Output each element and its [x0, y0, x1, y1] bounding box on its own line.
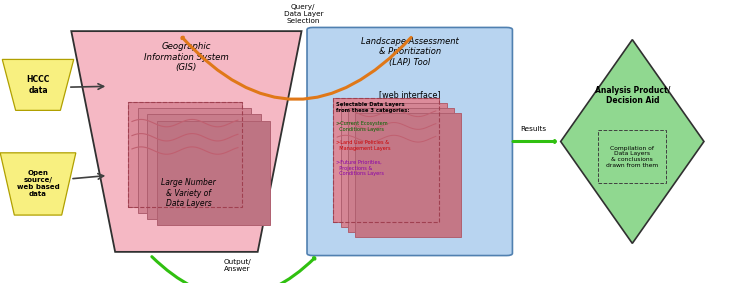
- FancyArrowPatch shape: [182, 37, 411, 99]
- FancyBboxPatch shape: [147, 114, 260, 219]
- FancyArrowPatch shape: [513, 140, 556, 143]
- Polygon shape: [561, 40, 704, 243]
- Text: Analysis Product/
Decision Aid: Analysis Product/ Decision Aid: [594, 86, 670, 105]
- FancyBboxPatch shape: [348, 108, 454, 232]
- Text: >Future Priorities,
  Projections &
  Conditions Layers: >Future Priorities, Projections & Condit…: [336, 160, 385, 177]
- Text: Large Number
& Variety of
Data Layers: Large Number & Variety of Data Layers: [162, 178, 216, 208]
- Text: Geographic
Information System
(GIS): Geographic Information System (GIS): [144, 42, 229, 72]
- Polygon shape: [0, 153, 76, 215]
- Text: >Current Ecosystem
  Conditions Layers: >Current Ecosystem Conditions Layers: [336, 121, 388, 132]
- Polygon shape: [72, 31, 301, 252]
- Polygon shape: [2, 59, 74, 110]
- Text: Selectable Data Layers
from these 3 categories:: Selectable Data Layers from these 3 cate…: [336, 102, 410, 113]
- Text: Results: Results: [520, 126, 547, 132]
- FancyBboxPatch shape: [137, 108, 251, 213]
- FancyBboxPatch shape: [128, 102, 241, 207]
- Text: Query/
Data Layer
Selection: Query/ Data Layer Selection: [284, 4, 323, 24]
- FancyBboxPatch shape: [341, 103, 447, 227]
- Text: Compilation of
Data Layers
& conclusions
drawn from them: Compilation of Data Layers & conclusions…: [606, 145, 659, 168]
- Text: Output/
Answer: Output/ Answer: [224, 259, 251, 272]
- FancyBboxPatch shape: [333, 98, 439, 222]
- FancyBboxPatch shape: [307, 27, 512, 256]
- Text: Open
source/
web based
data: Open source/ web based data: [17, 170, 59, 198]
- Text: Landscape Assessment
& Prioritization
(LAP) Tool: Landscape Assessment & Prioritization (L…: [361, 37, 458, 67]
- Text: HCCC
data: HCCC data: [26, 75, 50, 95]
- FancyArrowPatch shape: [152, 257, 315, 283]
- Text: [web interface]: [web interface]: [379, 91, 441, 100]
- FancyBboxPatch shape: [156, 121, 270, 225]
- FancyBboxPatch shape: [355, 113, 461, 237]
- Text: >Land Use Policies &
  Management Layers: >Land Use Policies & Management Layers: [336, 140, 391, 151]
